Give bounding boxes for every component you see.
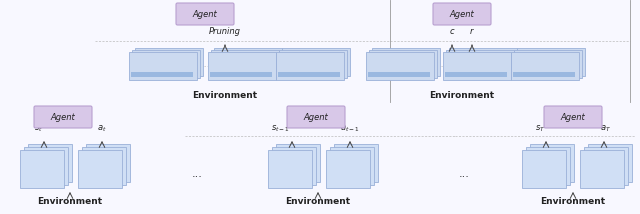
Bar: [334, 144, 378, 182]
Text: $a_t$: $a_t$: [97, 124, 107, 134]
Bar: [443, 52, 511, 80]
Bar: [326, 150, 370, 188]
Bar: [276, 52, 344, 80]
Bar: [522, 150, 566, 188]
Bar: [268, 150, 312, 188]
Bar: [278, 72, 340, 77]
Bar: [211, 50, 279, 78]
Bar: [82, 147, 126, 185]
FancyBboxPatch shape: [176, 3, 234, 25]
Text: Agent: Agent: [450, 9, 474, 18]
Bar: [449, 48, 517, 76]
Text: $s_{t-1}$: $s_{t-1}$: [271, 124, 289, 134]
Text: Environment: Environment: [285, 198, 351, 207]
Text: Environment: Environment: [540, 198, 605, 207]
Text: Environment: Environment: [37, 198, 102, 207]
Bar: [86, 144, 130, 182]
Bar: [272, 147, 316, 185]
Bar: [517, 48, 585, 76]
Bar: [210, 72, 272, 77]
Text: $s_T$: $s_T$: [535, 124, 545, 134]
Bar: [129, 52, 197, 80]
Text: ...: ...: [459, 169, 469, 179]
Text: $c$: $c$: [449, 27, 455, 36]
Text: $a_{t-1}$: $a_{t-1}$: [340, 124, 360, 134]
Bar: [24, 147, 68, 185]
Bar: [514, 50, 582, 78]
Text: Agent: Agent: [193, 9, 218, 18]
Bar: [372, 48, 440, 76]
Bar: [214, 48, 282, 76]
Text: Environment: Environment: [429, 91, 495, 100]
Bar: [366, 52, 434, 80]
Bar: [445, 72, 507, 77]
FancyBboxPatch shape: [34, 106, 92, 128]
Text: $a_T$: $a_T$: [600, 124, 612, 134]
Text: Agent: Agent: [561, 113, 586, 122]
Bar: [28, 144, 72, 182]
Bar: [330, 147, 374, 185]
Bar: [368, 72, 430, 77]
Bar: [20, 150, 64, 188]
Bar: [511, 52, 579, 80]
Bar: [279, 50, 347, 78]
Bar: [132, 50, 200, 78]
Bar: [530, 144, 574, 182]
Text: Pruning: Pruning: [209, 27, 241, 36]
FancyBboxPatch shape: [433, 3, 491, 25]
Bar: [282, 48, 350, 76]
Text: $r$: $r$: [469, 26, 475, 36]
Bar: [131, 72, 193, 77]
Text: ...: ...: [191, 169, 202, 179]
Bar: [208, 52, 276, 80]
Bar: [446, 50, 514, 78]
Bar: [584, 147, 628, 185]
Text: Agent: Agent: [303, 113, 328, 122]
Text: $s_t$: $s_t$: [33, 124, 42, 134]
Bar: [135, 48, 203, 76]
Bar: [580, 150, 624, 188]
Bar: [78, 150, 122, 188]
Bar: [276, 144, 320, 182]
Bar: [588, 144, 632, 182]
Bar: [526, 147, 570, 185]
FancyBboxPatch shape: [287, 106, 345, 128]
Text: Agent: Agent: [51, 113, 76, 122]
Text: Environment: Environment: [193, 91, 257, 100]
Bar: [513, 72, 575, 77]
FancyBboxPatch shape: [544, 106, 602, 128]
Bar: [369, 50, 437, 78]
